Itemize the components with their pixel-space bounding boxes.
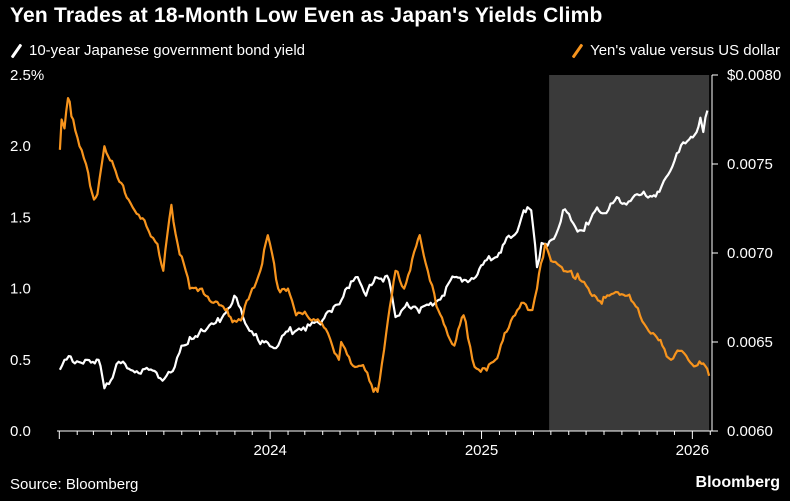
left-y-tick-label: 1.0	[10, 281, 31, 298]
x-tick-label: 2025	[465, 442, 498, 459]
left-y-tick-label: 0.5	[10, 352, 31, 369]
jgb-yield-line	[58, 110, 709, 390]
legend-yen-label: Yen's value versus US dollar	[590, 42, 780, 59]
yen-value-line	[58, 96, 711, 393]
right-y-tick-label: $0.0080	[727, 67, 781, 84]
axes-layer	[57, 74, 718, 439]
tick-labels-layer: 0.0 0.5 1.0 1.5 2.0 2.5% 0.0060 0.0065 0.0070 0.0…	[10, 67, 781, 459]
highlight-layer	[549, 75, 710, 431]
right-y-tick-label: 0.0060	[727, 423, 773, 440]
legend-jgb-label: 10-year Japanese government bond yield	[29, 42, 306, 59]
brand-label: Bloomberg	[695, 474, 780, 491]
legend-jgb-yield: 10-year Japanese government bond yield	[10, 42, 305, 59]
left-y-tick-label: 1.5	[10, 209, 31, 226]
right-y-tick-label: 0.0070	[727, 245, 773, 262]
series-layer	[58, 96, 711, 393]
x-tick-label: 2026	[676, 442, 709, 459]
chart-title: Yen Trades at 18-Month Low Even as Japan…	[10, 4, 603, 27]
left-y-tick-label: 2.5%	[10, 67, 44, 84]
highlight-region	[549, 75, 710, 431]
legend-yen-value: Yen's value versus US dollar	[571, 42, 780, 59]
left-y-tick-label: 2.0	[10, 138, 31, 155]
right-y-tick-label: 0.0075	[727, 156, 773, 173]
source-label: Source: Bloomberg	[10, 476, 139, 493]
left-y-tick-label: 0.0	[10, 423, 31, 440]
x-tick-label: 2024	[253, 442, 286, 459]
right-y-tick-label: 0.0065	[727, 334, 773, 351]
